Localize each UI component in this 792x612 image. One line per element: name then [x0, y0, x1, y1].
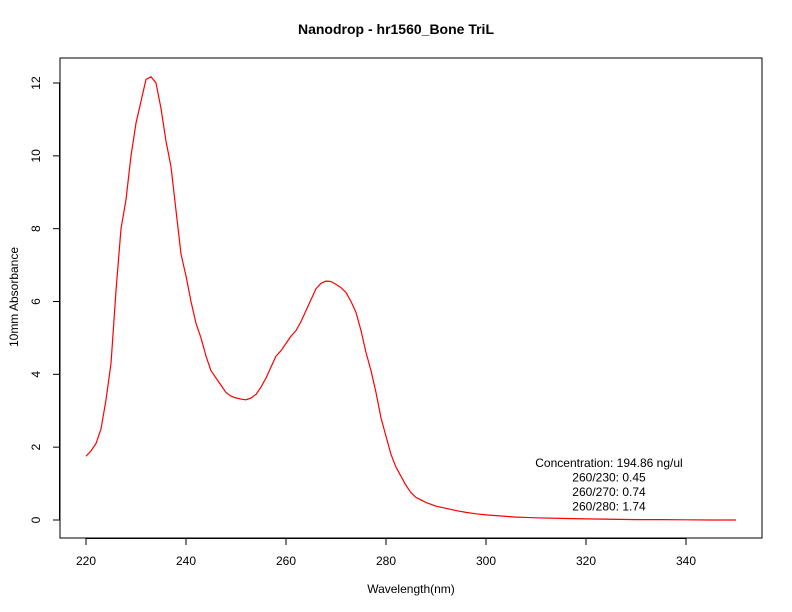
x-tick-label: 300: [476, 554, 496, 568]
y-tick-label: 0: [29, 516, 43, 523]
annotation-text: 260/280: 1.74: [572, 500, 646, 514]
x-axis-label: Wavelength(nm): [367, 582, 455, 596]
y-tick-label: 2: [29, 444, 43, 451]
x-tick-label: 260: [276, 554, 296, 568]
annotation-text: Concentration: 194.86 ng/ul: [535, 456, 682, 470]
x-tick-label: 340: [676, 554, 696, 568]
x-tick-label: 320: [576, 554, 596, 568]
y-tick-label: 6: [29, 298, 43, 305]
y-axis-label: 10mm Absorbance: [7, 246, 21, 348]
y-tick-label: 10: [29, 149, 43, 163]
x-tick-label: 280: [376, 554, 396, 568]
annotation-text: 260/230: 0.45: [572, 471, 646, 485]
x-tick-label: 240: [176, 554, 196, 568]
chart-title: Nanodrop - hr1560_Bone TriL: [297, 21, 495, 37]
y-tick-label: 8: [29, 225, 43, 232]
annotation-text: 260/270: 0.74: [572, 485, 646, 499]
x-tick-label: 220: [76, 554, 96, 568]
y-tick-label: 4: [29, 371, 43, 378]
y-tick-label: 12: [29, 76, 43, 90]
absorbance-series-line: [85, 76, 736, 521]
